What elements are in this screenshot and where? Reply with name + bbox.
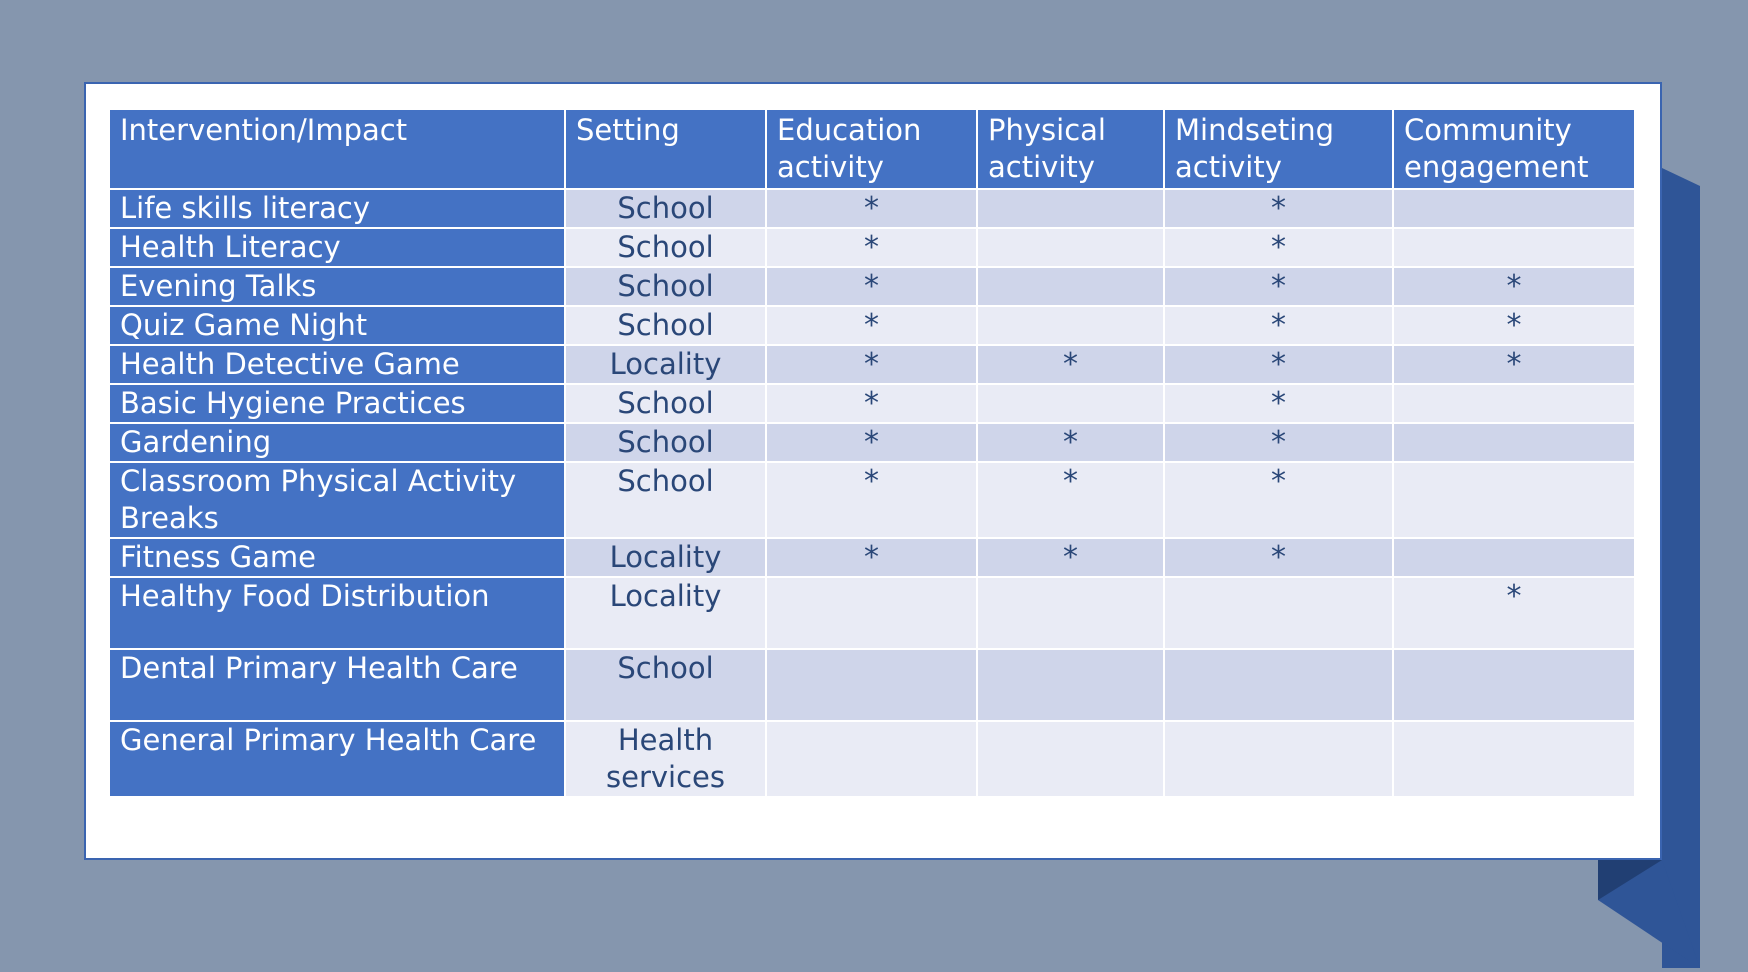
setting-cell: School [564,648,767,722]
community-cell [1392,461,1636,539]
education-cell [765,576,978,650]
intervention-cell: Basic Hygiene Practices [108,383,566,424]
physical-cell [976,576,1165,650]
physical-cell [976,305,1165,346]
intervention-cell: Gardening [108,422,566,463]
setting-cell: Locality [564,576,767,650]
mindset-cell: * [1163,344,1394,385]
setting-cell: School [564,266,767,307]
setting-cell: School [564,383,767,424]
header-row: Intervention/Impact Setting Education ac… [108,108,1636,190]
physical-cell [976,227,1165,268]
education-cell [765,720,978,798]
intervention-cell: Health Literacy [108,227,566,268]
physical-cell: * [976,422,1165,463]
physical-cell [976,648,1165,722]
mindset-cell: * [1163,266,1394,307]
table-row: Evening Talks School * * * [108,266,1636,307]
intervention-cell: Life skills literacy [108,188,566,229]
intervention-cell: Evening Talks [108,266,566,307]
education-cell: * [765,266,978,307]
community-cell [1392,422,1636,463]
mindset-cell: * [1163,537,1394,578]
intervention-cell: Quiz Game Night [108,305,566,346]
mindset-cell: * [1163,305,1394,346]
setting-cell: School [564,422,767,463]
table-row: Dental Primary Health Care School [108,648,1636,722]
mindset-cell: * [1163,227,1394,268]
education-cell: * [765,537,978,578]
table-panel: Intervention/Impact Setting Education ac… [84,82,1662,860]
mindset-cell: * [1163,188,1394,229]
table-row: Classroom Physical Activity Breaks School… [108,461,1636,539]
education-cell: * [765,383,978,424]
intervention-cell: Dental Primary Health Care [108,648,566,722]
community-cell: * [1392,266,1636,307]
setting-cell: School [564,227,767,268]
intervention-cell: Fitness Game [108,537,566,578]
table-row: General Primary Health Care Health servic… [108,720,1636,798]
education-cell: * [765,344,978,385]
intervention-cell: Healthy Food Distribution [108,576,566,650]
mindset-cell [1163,576,1394,650]
header-community-engagement: Community engagement [1392,108,1636,190]
mindset-cell: * [1163,461,1394,539]
table-row: Healthy Food Distribution Locality * [108,576,1636,650]
physical-cell [976,383,1165,424]
setting-cell: School [564,305,767,346]
physical-cell: * [976,344,1165,385]
table-row: Health Detective Game Locality * * * * [108,344,1636,385]
header-mindseting-activity: Mindseting activity [1163,108,1394,190]
mindset-cell: * [1163,422,1394,463]
community-cell: * [1392,305,1636,346]
table-row: Gardening School * * * [108,422,1636,463]
setting-cell: Locality [564,537,767,578]
community-cell [1392,383,1636,424]
table-row: Health Literacy School * * [108,227,1636,268]
education-cell: * [765,188,978,229]
header-setting: Setting [564,108,767,190]
community-cell [1392,188,1636,229]
setting-cell: School [564,461,767,539]
education-cell [765,648,978,722]
ribbon-decoration [1662,168,1700,968]
physical-cell [976,266,1165,307]
education-cell: * [765,461,978,539]
mindset-cell [1163,720,1394,798]
education-cell: * [765,305,978,346]
table-row: Life skills literacy School * * [108,188,1636,229]
community-cell: * [1392,344,1636,385]
intervention-cell: Health Detective Game [108,344,566,385]
table-row: Quiz Game Night School * * * [108,305,1636,346]
table-row: Fitness Game Locality * * * [108,537,1636,578]
header-intervention: Intervention/Impact [108,108,566,190]
physical-cell: * [976,537,1165,578]
mindset-cell [1163,648,1394,722]
education-cell: * [765,227,978,268]
community-cell [1392,720,1636,798]
header-education-activity: Education activity [765,108,978,190]
intervention-cell: General Primary Health Care [108,720,566,798]
community-cell [1392,227,1636,268]
mindset-cell: * [1163,383,1394,424]
intervention-cell: Classroom Physical Activity Breaks [108,461,566,539]
setting-cell: Locality [564,344,767,385]
setting-cell: School [564,188,767,229]
header-physical-activity: Physical activity [976,108,1165,190]
community-cell [1392,648,1636,722]
setting-cell: Health services [564,720,767,798]
community-cell: * [1392,576,1636,650]
intervention-impact-table: Intervention/Impact Setting Education ac… [108,108,1636,798]
physical-cell: * [976,461,1165,539]
community-cell [1392,537,1636,578]
table-row: Basic Hygiene Practices School * * [108,383,1636,424]
physical-cell [976,720,1165,798]
education-cell: * [765,422,978,463]
physical-cell [976,188,1165,229]
